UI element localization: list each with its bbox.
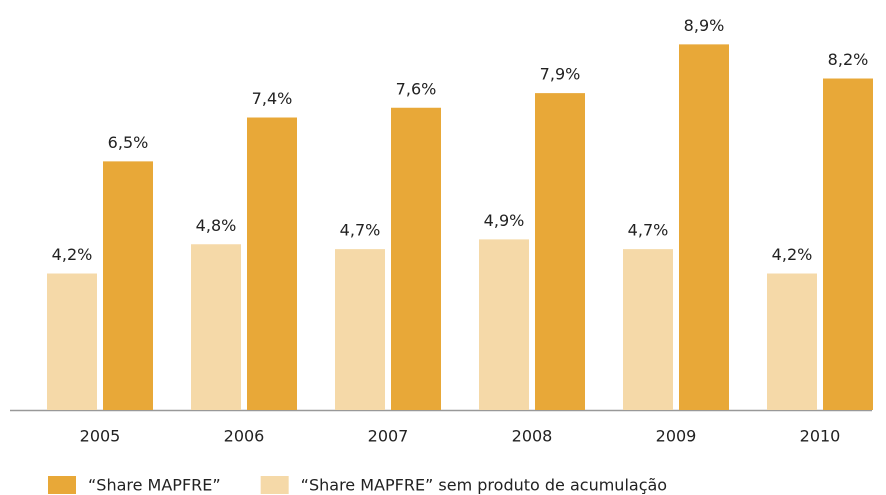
bar xyxy=(823,78,873,410)
legend-swatch xyxy=(48,476,76,494)
x-tick-label: 2006 xyxy=(224,427,265,446)
value-label: 4,8% xyxy=(196,216,237,235)
value-label: 7,4% xyxy=(252,89,293,108)
bar xyxy=(335,249,385,410)
value-label: 4,7% xyxy=(340,221,381,240)
bar xyxy=(535,93,585,410)
bar xyxy=(767,273,817,410)
value-label: 7,6% xyxy=(396,79,437,98)
bar xyxy=(103,161,153,410)
value-label: 4,2% xyxy=(772,245,813,264)
legend-swatch xyxy=(260,476,289,494)
x-tick-label: 2007 xyxy=(368,427,409,446)
x-tick-label: 2010 xyxy=(800,427,841,446)
x-tick-label: 2009 xyxy=(656,427,697,446)
bar xyxy=(191,244,241,410)
value-label: 6,5% xyxy=(108,133,149,152)
value-label: 4,2% xyxy=(52,245,93,264)
x-tick-label: 2008 xyxy=(512,427,553,446)
value-label: 4,9% xyxy=(484,211,525,230)
value-label: 8,9% xyxy=(684,16,725,35)
bar xyxy=(47,273,97,410)
value-label: 4,7% xyxy=(628,221,669,240)
legend-label: “Share MAPFRE” xyxy=(88,476,221,495)
bar xyxy=(247,117,297,410)
legend-label: “Share MAPFRE” sem produto de acumulação xyxy=(301,476,667,495)
bar xyxy=(391,107,441,410)
bar xyxy=(679,44,729,410)
x-tick-label: 2005 xyxy=(80,427,121,446)
value-label: 8,2% xyxy=(828,50,869,69)
bar xyxy=(479,239,529,410)
value-label: 7,9% xyxy=(540,65,581,84)
bar xyxy=(623,249,673,410)
